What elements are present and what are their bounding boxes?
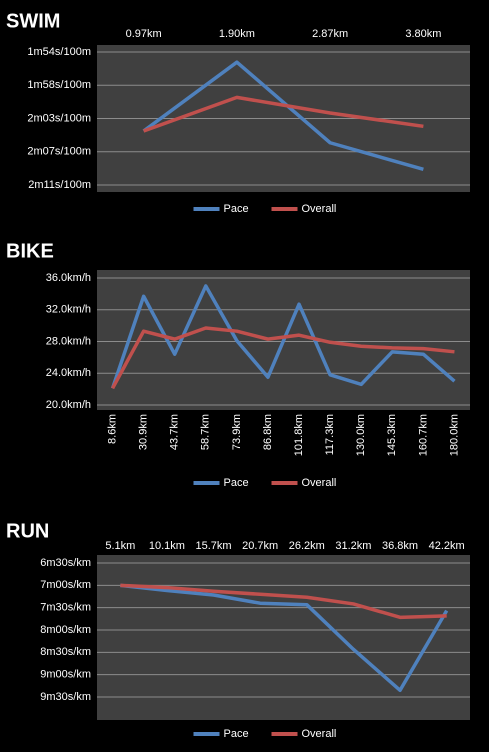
y-tick-label: 2m03s/100m (27, 112, 91, 124)
x-tick-label: 58.7km (200, 414, 212, 450)
x-tick-label: 117.3km (324, 414, 336, 455)
x-tick-label: 26.2km (289, 540, 325, 552)
x-tick-label: 0.97km (126, 28, 162, 40)
y-tick-label: 8m00s/km (40, 624, 91, 636)
legend-label: Pace (224, 203, 249, 215)
y-tick-label: 20.0km/h (46, 399, 91, 411)
series-line (143, 95, 424, 133)
series-line (111, 326, 455, 390)
y-tick-label: 1m54s/100m (27, 46, 91, 58)
y-tick-label: 32.0km/h (46, 304, 91, 316)
legend-label: Overall (302, 728, 337, 740)
y-tick-label: 9m30s/km (40, 691, 91, 703)
x-tick-label: 2.87km (312, 28, 348, 40)
x-tick-label: 5.1km (105, 540, 135, 552)
x-tick-label: 8.6km (106, 414, 118, 444)
x-tick-label: 73.9km (231, 414, 243, 450)
x-tick-label: 10.1km (149, 540, 185, 552)
plot-area (97, 555, 470, 720)
x-tick-label: 160.7km (417, 414, 429, 456)
series-line (142, 60, 424, 172)
y-tick-label: 2m11s/100m (28, 179, 91, 191)
series-line (120, 583, 449, 693)
y-tick-label: 7m00s/km (40, 579, 91, 591)
x-tick-label: 1.90km (219, 28, 255, 40)
x-tick-label: 3.80km (405, 28, 441, 40)
y-tick-label: 8m30s/km (40, 646, 91, 658)
legend-label: Pace (224, 728, 249, 740)
x-tick-label: 43.7km (169, 414, 181, 450)
legend-label: Pace (224, 477, 249, 489)
y-tick-label: 24.0km/h (46, 367, 91, 379)
x-tick-label: 86.8km (262, 414, 274, 450)
chart-title: RUN (6, 520, 49, 542)
x-tick-label: 31.2km (335, 540, 371, 552)
series-line (110, 284, 456, 389)
x-tick-label: 145.3km (386, 414, 398, 456)
y-tick-label: 36.0km/h (46, 272, 91, 284)
chart-title: SWIM (6, 10, 60, 32)
x-tick-label: 20.7km (242, 540, 278, 552)
x-tick-label: 30.9km (138, 414, 150, 450)
y-tick-label: 9m00s/km (40, 669, 91, 681)
x-tick-label: 180.0km (448, 414, 460, 456)
legend-label: Overall (302, 477, 337, 489)
y-tick-label: 6m30s/km (40, 557, 91, 569)
x-tick-label: 101.8km (293, 414, 305, 456)
x-tick-label: 36.8km (382, 540, 418, 552)
x-tick-label: 15.7km (196, 540, 232, 552)
chart-title: BIKE (6, 240, 54, 262)
x-tick-label: 42.2km (429, 540, 465, 552)
y-tick-label: 7m30s/km (40, 602, 91, 614)
x-tick-label: 130.0km (355, 414, 367, 456)
legend-label: Overall (302, 203, 337, 215)
y-tick-label: 28.0km/h (46, 335, 91, 347)
series-line (120, 583, 447, 620)
y-tick-label: 2m07s/100m (27, 146, 91, 158)
y-tick-label: 1m58s/100m (27, 79, 91, 91)
